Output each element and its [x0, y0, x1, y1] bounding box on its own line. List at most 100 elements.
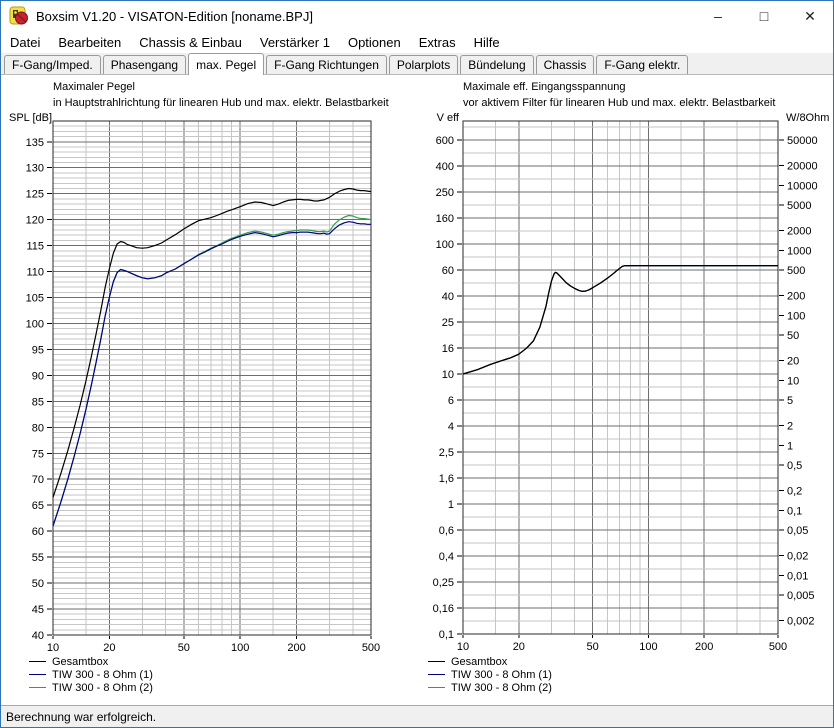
svg-text:500: 500 [362, 642, 380, 653]
svg-text:50: 50 [586, 641, 598, 653]
svg-text:25: 25 [442, 317, 454, 329]
svg-text:50: 50 [787, 330, 799, 342]
svg-text:0,6: 0,6 [439, 525, 454, 537]
legend-item: TIW 300 - 8 Ohm (1) [29, 668, 153, 681]
menu-hilfe[interactable]: Hilfe [473, 34, 500, 50]
svg-text:10: 10 [442, 369, 454, 381]
close-button[interactable]: ✕ [804, 7, 816, 24]
svg-text:0,1: 0,1 [787, 505, 802, 517]
legend-item: Gesamtbox [29, 655, 153, 668]
minimize-button[interactable]: – [714, 8, 722, 24]
svg-text:0,16: 0,16 [433, 603, 454, 615]
chart-page: Maximaler Pegel in Hauptstrahlrichtung f… [1, 75, 833, 705]
svg-text:105: 105 [26, 293, 44, 305]
svg-text:0,5: 0,5 [787, 460, 802, 472]
svg-text:5000: 5000 [787, 200, 811, 212]
menu-datei[interactable]: Datei [10, 34, 41, 50]
svg-text:45: 45 [32, 604, 44, 616]
menu-optionen[interactable]: Optionen [347, 34, 401, 50]
svg-text:40: 40 [32, 630, 44, 642]
window-title: Boxsim V1.20 - VISATON-Edition [noname.B… [36, 8, 313, 24]
tab-buendelung[interactable]: Bündelung [460, 55, 534, 74]
svg-text:100: 100 [787, 310, 805, 322]
menu-bar: Datei Bearbeiten Chassis & Einbau Verstä… [1, 31, 833, 53]
svg-text:2000: 2000 [787, 226, 811, 238]
svg-text:0,25: 0,25 [433, 577, 454, 589]
svg-text:20000: 20000 [787, 161, 818, 173]
svg-text:75: 75 [32, 448, 44, 460]
svg-text:250: 250 [436, 187, 454, 199]
svg-text:110: 110 [26, 267, 44, 279]
svg-text:1000: 1000 [787, 245, 811, 257]
svg-text:120: 120 [26, 215, 44, 227]
svg-text:200: 200 [287, 642, 305, 653]
svg-text:100: 100 [231, 642, 249, 653]
menu-bearbeiten[interactable]: Bearbeiten [58, 34, 122, 50]
svg-text:50: 50 [32, 578, 44, 590]
svg-text:90: 90 [32, 370, 44, 382]
legend-item: TIW 300 - 8 Ohm (1) [428, 668, 552, 681]
title-bar: Boxsim V1.20 - VISATON-Edition [noname.B… [1, 1, 833, 31]
legend-line-gesamtbox [29, 661, 46, 662]
svg-text:600: 600 [436, 135, 454, 147]
svg-text:1: 1 [448, 499, 454, 511]
left-chart-title: Maximaler Pegel [53, 81, 135, 93]
menu-chassis-einbau[interactable]: Chassis & Einbau [139, 34, 242, 50]
svg-text:5: 5 [787, 395, 793, 407]
left-chart-ylabel: SPL [dB] [9, 112, 53, 124]
left-chart-subtitle: in Hauptstrahlrichtung für linearen Hub … [53, 97, 389, 109]
svg-text:500: 500 [769, 641, 787, 653]
svg-text:20: 20 [513, 641, 525, 653]
svg-text:70: 70 [32, 474, 44, 486]
right-chart-legend: Gesamtbox TIW 300 - 8 Ohm (1) TIW 300 - … [428, 655, 552, 694]
legend-item: TIW 300 - 8 Ohm (2) [29, 681, 153, 694]
app-icon[interactable] [9, 6, 29, 26]
legend-line-tiw1 [428, 674, 445, 675]
tab-chassis[interactable]: Chassis [535, 55, 595, 74]
tab-polarplots[interactable]: Polarplots [388, 55, 459, 74]
legend-label: TIW 300 - 8 Ohm (2) [451, 681, 552, 694]
svg-text:0,005: 0,005 [787, 590, 815, 602]
maximize-button[interactable]: □ [759, 8, 769, 24]
svg-text:100: 100 [26, 318, 44, 330]
tab-bar: F-Gang/Imped. Phasengang max. Pegel F-Ga… [1, 53, 833, 75]
tab-max-pegel[interactable]: max. Pegel [188, 53, 265, 75]
svg-text:10: 10 [457, 641, 469, 653]
tab-phasengang[interactable]: Phasengang [102, 55, 187, 74]
svg-text:0,1: 0,1 [439, 629, 454, 641]
menu-verstaerker-1[interactable]: Verstärker 1 [259, 34, 330, 50]
svg-text:16: 16 [442, 343, 454, 355]
svg-text:50: 50 [178, 642, 190, 653]
svg-text:400: 400 [436, 161, 454, 173]
svg-text:2: 2 [787, 421, 793, 433]
svg-text:20: 20 [103, 642, 115, 653]
svg-text:0,05: 0,05 [787, 525, 808, 537]
svg-text:20: 20 [787, 356, 799, 368]
svg-text:6: 6 [448, 395, 454, 407]
svg-text:0,002: 0,002 [787, 616, 815, 628]
legend-label: Gesamtbox [451, 655, 508, 668]
svg-text:100: 100 [639, 641, 657, 653]
svg-text:60: 60 [32, 526, 44, 538]
svg-text:100: 100 [436, 239, 454, 251]
svg-text:130: 130 [26, 163, 44, 175]
right-chart-subtitle: vor aktivem Filter für linearen Hub und … [463, 97, 776, 109]
svg-text:60: 60 [442, 265, 454, 277]
tab-fgang-imped[interactable]: F-Gang/Imped. [4, 55, 101, 74]
legend-line-tiw2 [428, 687, 445, 688]
right-chart-title: Maximale eff. Eingangsspannung [463, 81, 626, 93]
svg-text:115: 115 [26, 241, 44, 253]
svg-text:4: 4 [448, 421, 454, 433]
legend-line-tiw1 [29, 674, 46, 675]
svg-text:50000: 50000 [787, 135, 818, 147]
legend-label: TIW 300 - 8 Ohm (1) [52, 668, 153, 681]
svg-text:200: 200 [787, 291, 805, 303]
tab-fgang-elektr[interactable]: F-Gang elektr. [596, 55, 689, 74]
spl-chart-plot: 135 130 125 120 115 110 105 100 95 90 85 80 75 70 65 60… [26, 120, 380, 653]
menu-extras[interactable]: Extras [418, 34, 456, 50]
svg-text:95: 95 [32, 344, 44, 356]
tab-fgang-richtungen[interactable]: F-Gang Richtungen [266, 55, 387, 74]
svg-text:40: 40 [442, 291, 454, 303]
svg-text:500: 500 [787, 265, 805, 277]
